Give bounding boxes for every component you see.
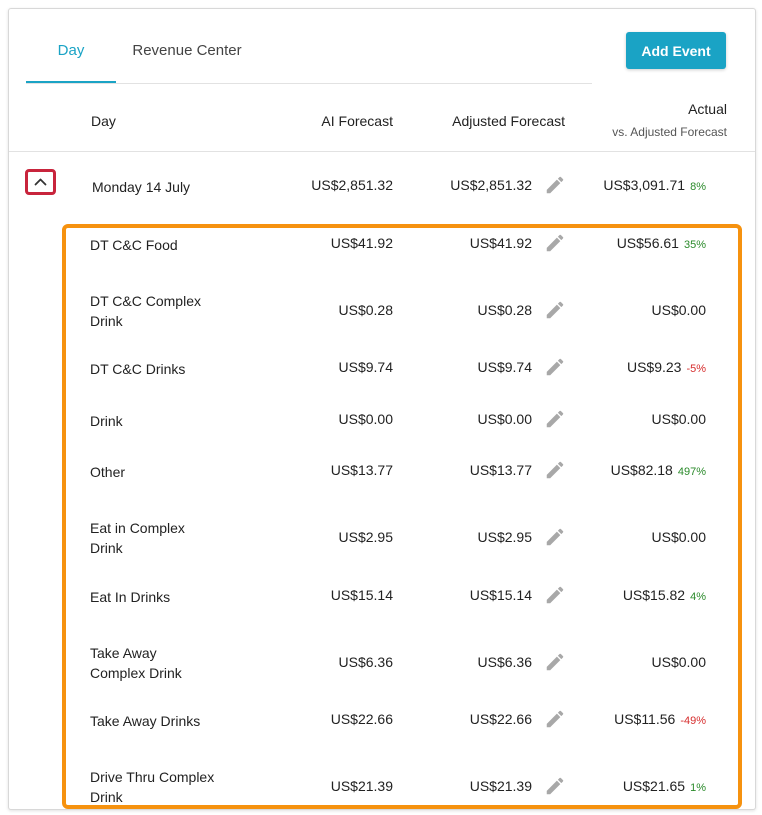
variance-badge: -5% — [686, 363, 706, 375]
table-row: Drink US$0.00 US$0.00 US$0.00 — [9, 394, 755, 454]
row-actual: US$15.82 4% — [623, 587, 706, 603]
pencil-icon[interactable] — [544, 356, 566, 378]
row-ai-forecast: US$41.92 — [330, 235, 393, 251]
row-adjusted-forecast: US$21.39 — [469, 778, 532, 794]
row-name: Drink — [90, 413, 123, 429]
row-actual: US$21.65 1% — [623, 778, 706, 794]
pencil-icon[interactable] — [544, 775, 566, 797]
row-actual: US$0.00 — [652, 654, 706, 670]
row-name: Take Away Drinks — [90, 713, 201, 729]
row-ai-forecast: US$0.28 — [338, 302, 393, 318]
pencil-icon[interactable] — [544, 584, 566, 606]
column-header-ai-forecast: AI Forecast — [321, 113, 393, 129]
actual-value: US$11.56 — [614, 711, 676, 727]
row-adjusted-forecast: US$22.66 — [469, 711, 532, 727]
row-adjusted-forecast: US$0.00 — [477, 411, 532, 427]
row-name: DT C&C Drinks — [90, 361, 186, 377]
table-row: DT C&C Drinks US$9.74 US$9.74 US$9.23 -5% — [9, 342, 755, 402]
row-name: Other — [90, 464, 126, 480]
row-ai-forecast: US$15.14 — [330, 587, 393, 603]
table-row: DT C&C Complex Drink US$0.28 US$0.28 US$0.0… — [9, 273, 755, 333]
forecast-card: Day Revenue Center Add Event Day AI Fore… — [8, 8, 756, 810]
row-ai-forecast: US$22.66 — [330, 711, 393, 727]
row-ai-forecast: US$9.74 — [338, 359, 393, 375]
actual-value: US$15.82 — [622, 587, 686, 603]
variance-badge: -49% — [680, 715, 706, 727]
table-row: Eat in Complex Drink US$2.95 US$2.95 US$0.0… — [9, 500, 755, 560]
pencil-icon[interactable] — [544, 232, 566, 254]
row-adjusted-forecast: US$9.74 — [477, 359, 532, 375]
add-event-button[interactable]: Add Event — [626, 32, 726, 69]
day-row-ai-forecast: US$2,851.32 — [311, 177, 393, 193]
table-row: Take Away Complex Drink US$6.36 US$6.36 US$… — [9, 625, 755, 685]
row-name: DT C&C Food — [90, 237, 178, 253]
column-header-actual-sub: vs. Adjusted Forecast — [612, 125, 727, 139]
table-row: DT C&C Food US$41.92 US$41.92 US$56.61 35% — [9, 218, 755, 278]
variance-badge: 4% — [690, 591, 706, 603]
row-ai-forecast: US$0.00 — [338, 411, 393, 427]
day-row-name: Monday 14 July — [92, 179, 191, 195]
pencil-icon[interactable] — [544, 651, 566, 673]
pencil-icon[interactable] — [544, 408, 566, 430]
row-adjusted-forecast: US$6.36 — [477, 654, 532, 670]
row-adjusted-forecast: US$41.92 — [469, 235, 532, 251]
row-actual: US$9.23 -5% — [627, 359, 706, 375]
row-actual: US$0.00 — [652, 302, 706, 318]
row-adjusted-forecast: US$15.14 — [469, 587, 532, 603]
actual-value: US$0.00 — [651, 411, 706, 427]
pencil-icon[interactable] — [544, 708, 566, 730]
table-row: Other US$13.77 US$13.77 US$82.18 497% — [9, 445, 755, 505]
row-ai-forecast: US$2.95 — [338, 529, 393, 545]
column-header-day: Day — [91, 113, 116, 129]
tab-bar: Day Revenue Center — [26, 35, 592, 84]
row-name: DT C&C Complex Drink — [90, 293, 201, 329]
row-actual: US$0.00 — [652, 411, 706, 427]
row-name: Take Away Complex Drink — [90, 645, 182, 681]
variance-badge: 35% — [683, 239, 706, 251]
row-name: Eat in Complex Drink — [90, 520, 185, 556]
actual-value: US$0.00 — [651, 654, 706, 670]
actual-value: US$82.18 — [610, 462, 673, 478]
column-header-actual: Actual — [688, 101, 727, 117]
variance-badge: 497% — [677, 466, 706, 478]
table-row: Drive Thru Complex Drink US$21.39 US$21.39… — [9, 749, 755, 809]
row-actual: US$82.18 497% — [611, 462, 706, 478]
actual-value: US$21.65 — [622, 778, 686, 794]
row-name: Drive Thru Complex Drink — [90, 769, 215, 805]
chevron-up-icon — [34, 178, 47, 186]
pencil-icon[interactable] — [544, 526, 566, 548]
actual-value: US$9.23 — [626, 359, 682, 375]
tab-revenue-center[interactable]: Revenue Center — [132, 42, 242, 59]
row-adjusted-forecast: US$0.28 — [477, 302, 532, 318]
header-divider — [9, 151, 755, 152]
actual-value: US$3,091.71 — [603, 177, 686, 193]
row-ai-forecast: US$6.36 — [338, 654, 393, 670]
row-actual: US$56.61 35% — [617, 235, 706, 251]
variance-badge: 1% — [690, 782, 706, 794]
actual-value: US$56.61 — [616, 235, 679, 251]
row-ai-forecast: US$13.77 — [330, 462, 393, 478]
collapse-day-button[interactable] — [25, 169, 56, 195]
table-row: Eat In Drinks US$15.14 US$15.14 US$15.82 4% — [9, 570, 755, 630]
table-row: Take Away Drinks US$22.66 US$22.66 US$11.56… — [9, 694, 755, 754]
row-name: Eat In Drinks — [90, 589, 171, 605]
tab-day[interactable]: Day — [26, 35, 116, 83]
actual-value: US$0.00 — [651, 302, 706, 318]
pencil-icon[interactable] — [544, 299, 566, 321]
day-row-actual: US$3,091.71 8% — [603, 177, 706, 193]
day-row: Monday 14 July US$2,851.32 US$2,851.32 U… — [9, 155, 755, 215]
day-row-adjusted-forecast: US$2,851.32 — [450, 177, 532, 193]
pencil-icon[interactable] — [544, 459, 566, 481]
row-ai-forecast: US$21.39 — [330, 778, 393, 794]
column-header-adjusted-forecast: Adjusted Forecast — [452, 113, 565, 129]
variance-badge: 8% — [690, 181, 706, 193]
actual-value: US$0.00 — [651, 529, 706, 545]
row-actual: US$0.00 — [652, 529, 706, 545]
row-adjusted-forecast: US$13.77 — [469, 462, 532, 478]
pencil-icon[interactable] — [544, 174, 566, 196]
row-adjusted-forecast: US$2.95 — [477, 529, 532, 545]
row-actual: US$11.56 -49% — [614, 711, 706, 727]
